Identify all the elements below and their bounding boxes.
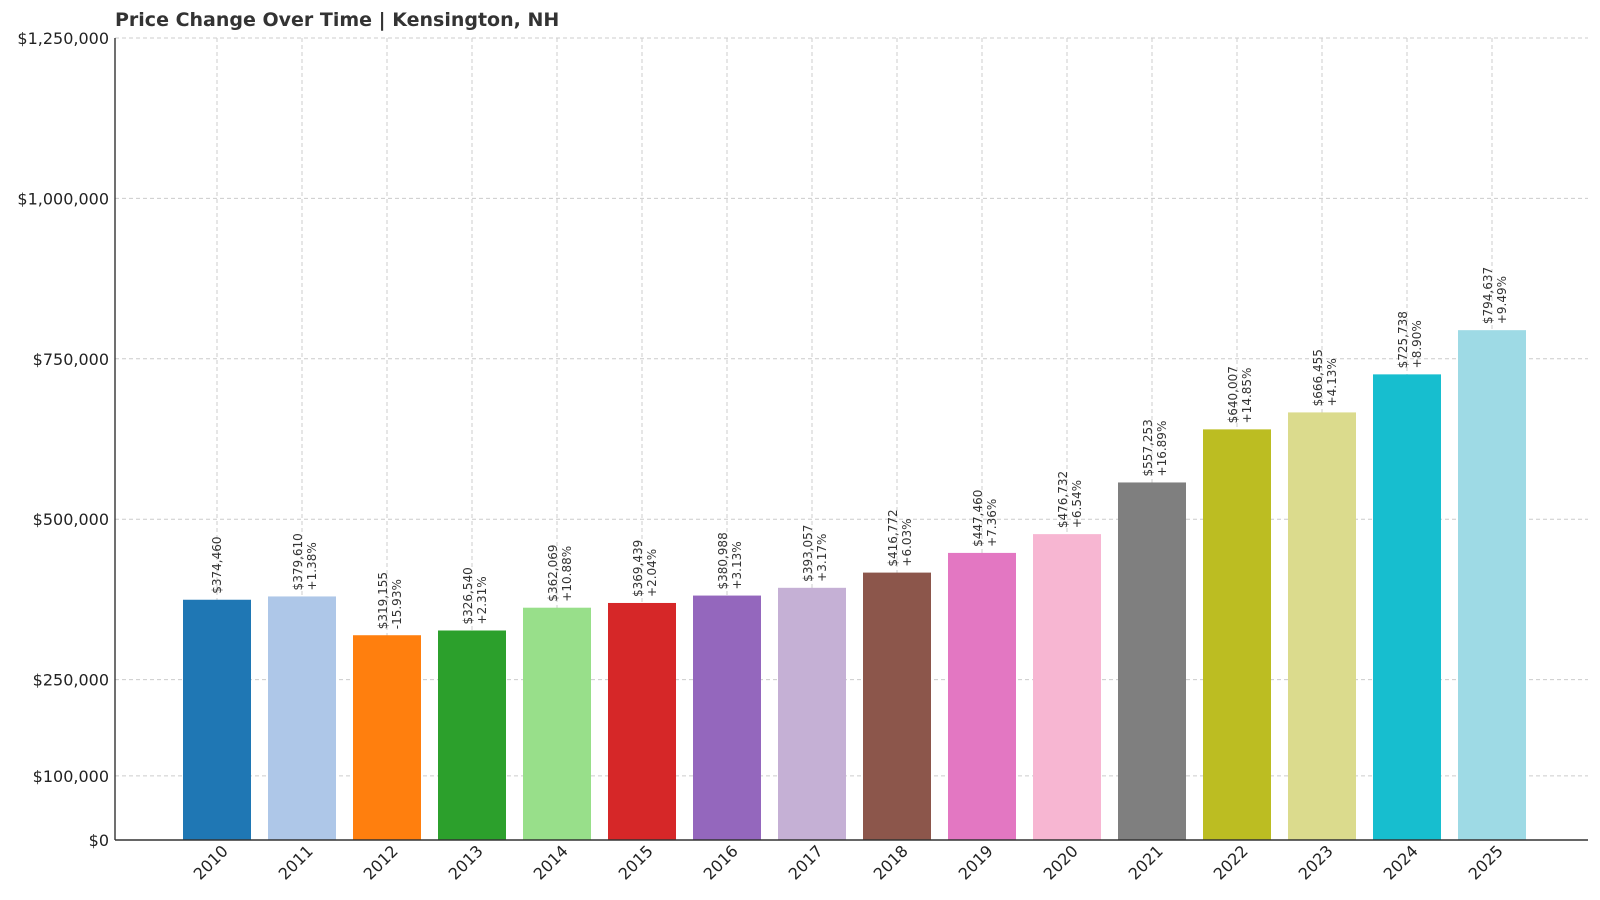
- value-label: $640,007: [1226, 366, 1240, 423]
- bar-2019: [948, 552, 1016, 840]
- x-tick-label: 2020: [1040, 841, 1082, 883]
- bar-2018: [863, 572, 931, 840]
- change-label: +4.13%: [1325, 358, 1339, 406]
- change-label: +16.89%: [1155, 421, 1169, 477]
- y-tick-label: $1,000,000: [17, 189, 109, 208]
- value-label: $319,155: [376, 572, 390, 629]
- value-label: $794,637: [1481, 267, 1495, 324]
- change-label: +7.36%: [985, 499, 999, 547]
- x-tick-label: 2025: [1465, 841, 1507, 883]
- bar-2013: [438, 630, 506, 840]
- value-label: $416,772: [886, 509, 900, 566]
- change-label: +6.54%: [1070, 480, 1084, 528]
- bar-2016: [693, 595, 761, 840]
- change-label: +3.13%: [730, 541, 744, 589]
- change-label: -15.93%: [390, 579, 404, 629]
- bar-2011: [268, 596, 336, 840]
- value-label: $369,439: [631, 540, 645, 597]
- x-tick-label: 2015: [615, 841, 657, 883]
- value-label: $557,253: [1141, 419, 1155, 476]
- bar-2021: [1118, 482, 1186, 840]
- value-label: $362,069: [546, 544, 560, 601]
- y-tick-label: $500,000: [33, 510, 109, 529]
- change-label: +3.17%: [815, 534, 829, 582]
- x-tick-label: 2011: [275, 841, 317, 883]
- y-tick-label: $1,250,000: [17, 29, 109, 48]
- x-tick-label: 2019: [955, 841, 997, 883]
- bar-2024: [1373, 374, 1441, 840]
- value-label: $666,455: [1311, 349, 1325, 406]
- x-tick-label: 2013: [445, 841, 487, 883]
- x-tick-label: 2018: [870, 841, 912, 883]
- change-label: +2.31%: [475, 576, 489, 624]
- change-label: +8.90%: [1410, 320, 1424, 368]
- x-tick-label: 2012: [360, 841, 402, 883]
- value-label: $447,460: [971, 490, 985, 547]
- x-tick-label: 2016: [700, 841, 742, 883]
- y-tick-label: $0: [89, 831, 109, 850]
- value-label: $374,460: [210, 536, 224, 593]
- bar-layer: [183, 330, 1526, 840]
- value-label: $393,057: [801, 525, 815, 582]
- y-tick-label: $250,000: [33, 671, 109, 690]
- x-tick-label: 2024: [1380, 841, 1422, 883]
- value-label: $725,738: [1396, 311, 1410, 368]
- value-label: $380,988: [716, 532, 730, 589]
- change-label: +14.85%: [1240, 368, 1254, 424]
- change-label: +2.04%: [645, 549, 659, 597]
- bar-2010: [183, 599, 251, 840]
- x-tick-label: 2014: [530, 841, 572, 883]
- change-label: +6.03%: [900, 518, 914, 566]
- change-label: +10.88%: [560, 546, 574, 602]
- bar-2025: [1458, 330, 1526, 840]
- bar-2020: [1033, 534, 1101, 840]
- y-tick-label: $100,000: [33, 767, 109, 786]
- value-label: $326,540: [461, 567, 475, 624]
- value-label: $476,732: [1056, 471, 1070, 528]
- change-label: +1.38%: [305, 542, 319, 590]
- bar-2015: [608, 602, 676, 840]
- x-tick-label: 2017: [785, 841, 827, 883]
- chart-title: Price Change Over Time | Kensington, NH: [115, 9, 560, 31]
- value-label: $379,610: [291, 533, 305, 590]
- change-label: +9.49%: [1495, 276, 1509, 324]
- bar-2017: [778, 587, 846, 840]
- y-tick-label: $750,000: [33, 350, 109, 369]
- x-tick-label: 2021: [1125, 841, 1167, 883]
- bar-2014: [523, 607, 591, 840]
- x-tick-label: 2023: [1295, 841, 1337, 883]
- x-tick-label: 2022: [1210, 841, 1252, 883]
- x-tick-label: 2010: [190, 841, 232, 883]
- data-label-layer: $374,460 $379,610 +1.38% $319,155 -15.93% $32…: [210, 267, 1509, 629]
- bar-2022: [1203, 429, 1271, 840]
- bar-2012: [353, 635, 421, 840]
- bar-2023: [1288, 412, 1356, 840]
